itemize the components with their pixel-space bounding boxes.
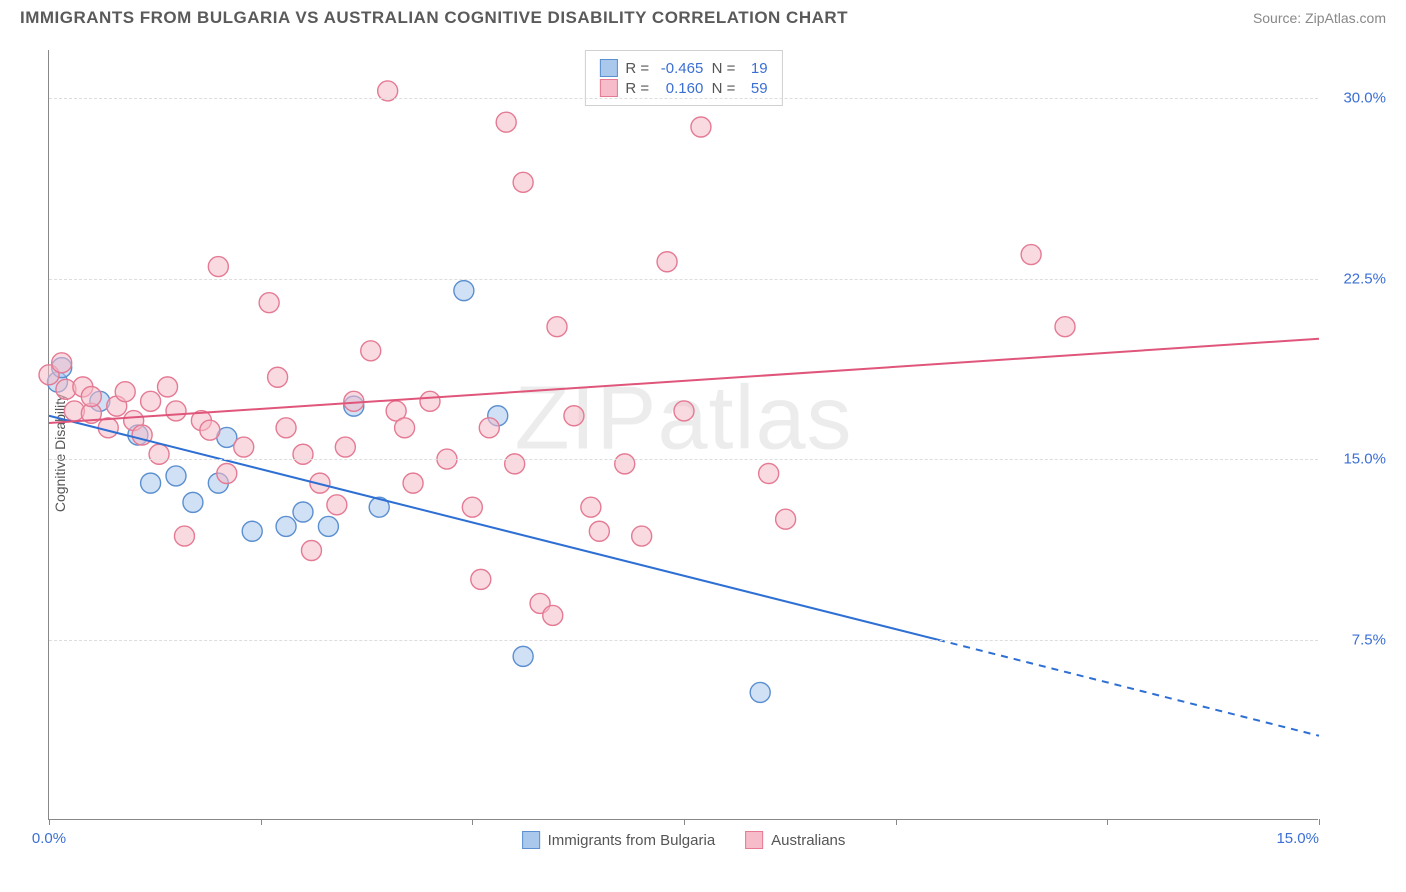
scatter-point: [276, 418, 296, 438]
scatter-point: [166, 466, 186, 486]
scatter-point: [420, 391, 440, 411]
scatter-point: [564, 406, 584, 426]
scatter-point: [158, 377, 178, 397]
scatter-point: [293, 502, 313, 522]
y-tick-label: 7.5%: [1352, 631, 1386, 648]
scatter-point: [141, 391, 161, 411]
source-name: ZipAtlas.com: [1305, 10, 1386, 26]
x-tick: [49, 819, 50, 825]
scatter-point: [547, 317, 567, 337]
grid-line: [49, 98, 1318, 99]
scatter-point: [268, 367, 288, 387]
scatter-point: [750, 682, 770, 702]
grid-line: [49, 640, 1318, 641]
scatter-point: [1021, 245, 1041, 265]
grid-line: [49, 279, 1318, 280]
scatter-point: [471, 569, 491, 589]
scatter-point: [657, 252, 677, 272]
scatter-point: [505, 454, 525, 474]
scatter-point: [149, 444, 169, 464]
scatter-point: [615, 454, 635, 474]
scatter-point: [632, 526, 652, 546]
scatter-point: [208, 257, 228, 277]
scatter-point: [543, 605, 563, 625]
scatter-point: [496, 112, 516, 132]
scatter-point: [327, 495, 347, 515]
legend-item-2: Australians: [745, 831, 845, 849]
y-tick-label: 30.0%: [1343, 90, 1386, 107]
scatter-point: [1055, 317, 1075, 337]
scatter-point: [462, 497, 482, 517]
scatter-point: [776, 509, 796, 529]
legend-row-series-1: R = -0.465 N = 19: [599, 59, 767, 77]
x-tick-label: 0.0%: [32, 830, 66, 847]
x-tick: [896, 819, 897, 825]
scatter-point: [293, 444, 313, 464]
swatch-icon: [522, 831, 540, 849]
chart-container: Cognitive Disability ZIPatlas R = -0.465…: [48, 50, 1386, 840]
scatter-point: [691, 117, 711, 137]
x-tick: [684, 819, 685, 825]
scatter-point: [98, 418, 118, 438]
scatter-point: [361, 341, 381, 361]
n-value-1: 19: [740, 60, 768, 77]
scatter-point: [301, 541, 321, 561]
scatter-point: [115, 382, 135, 402]
scatter-point: [217, 464, 237, 484]
scatter-point: [259, 293, 279, 313]
y-tick-label: 15.0%: [1343, 451, 1386, 468]
y-tick-label: 22.5%: [1343, 270, 1386, 287]
scatter-point: [395, 418, 415, 438]
x-tick: [1107, 819, 1108, 825]
scatter-point: [318, 516, 338, 536]
scatter-point: [81, 387, 101, 407]
chart-title: IMMIGRANTS FROM BULGARIA VS AUSTRALIAN C…: [20, 8, 848, 28]
x-tick-label: 15.0%: [1276, 830, 1319, 847]
scatter-point: [141, 473, 161, 493]
n-value-2: 59: [740, 80, 768, 97]
legend-item-1: Immigrants from Bulgaria: [522, 831, 716, 849]
scatter-point: [52, 353, 72, 373]
swatch-icon: [599, 59, 617, 77]
scatter-point: [674, 401, 694, 421]
scatter-point: [454, 281, 474, 301]
x-tick: [472, 819, 473, 825]
swatch-icon: [599, 79, 617, 97]
scatter-point: [183, 492, 203, 512]
legend-label-1: Immigrants from Bulgaria: [548, 832, 716, 849]
scatter-point: [479, 418, 499, 438]
scatter-point: [242, 521, 262, 541]
scatter-point: [581, 497, 601, 517]
legend-row-series-2: R = 0.160 N = 59: [599, 79, 767, 97]
r-value-1: -0.465: [653, 60, 703, 77]
scatter-point: [276, 516, 296, 536]
scatter-point: [759, 464, 779, 484]
scatter-point: [166, 401, 186, 421]
source-credit: Source: ZipAtlas.com: [1253, 10, 1386, 26]
swatch-icon: [745, 831, 763, 849]
trend-line-dashed: [938, 640, 1319, 736]
grid-line: [49, 459, 1318, 460]
scatter-plot-svg: [49, 50, 1318, 819]
series-legend: Immigrants from Bulgaria Australians: [522, 831, 846, 849]
scatter-point: [335, 437, 355, 457]
plot-area: ZIPatlas R = -0.465 N = 19 R = 0.160 N =…: [48, 50, 1318, 820]
source-label: Source:: [1253, 10, 1301, 26]
scatter-point: [513, 172, 533, 192]
scatter-point: [234, 437, 254, 457]
scatter-point: [403, 473, 423, 493]
scatter-point: [513, 646, 533, 666]
scatter-point: [200, 420, 220, 440]
x-tick: [1319, 819, 1320, 825]
legend-label-2: Australians: [771, 832, 845, 849]
r-value-2: 0.160: [653, 80, 703, 97]
x-tick: [261, 819, 262, 825]
scatter-point: [589, 521, 609, 541]
scatter-point: [174, 526, 194, 546]
header: IMMIGRANTS FROM BULGARIA VS AUSTRALIAN C…: [0, 0, 1406, 28]
